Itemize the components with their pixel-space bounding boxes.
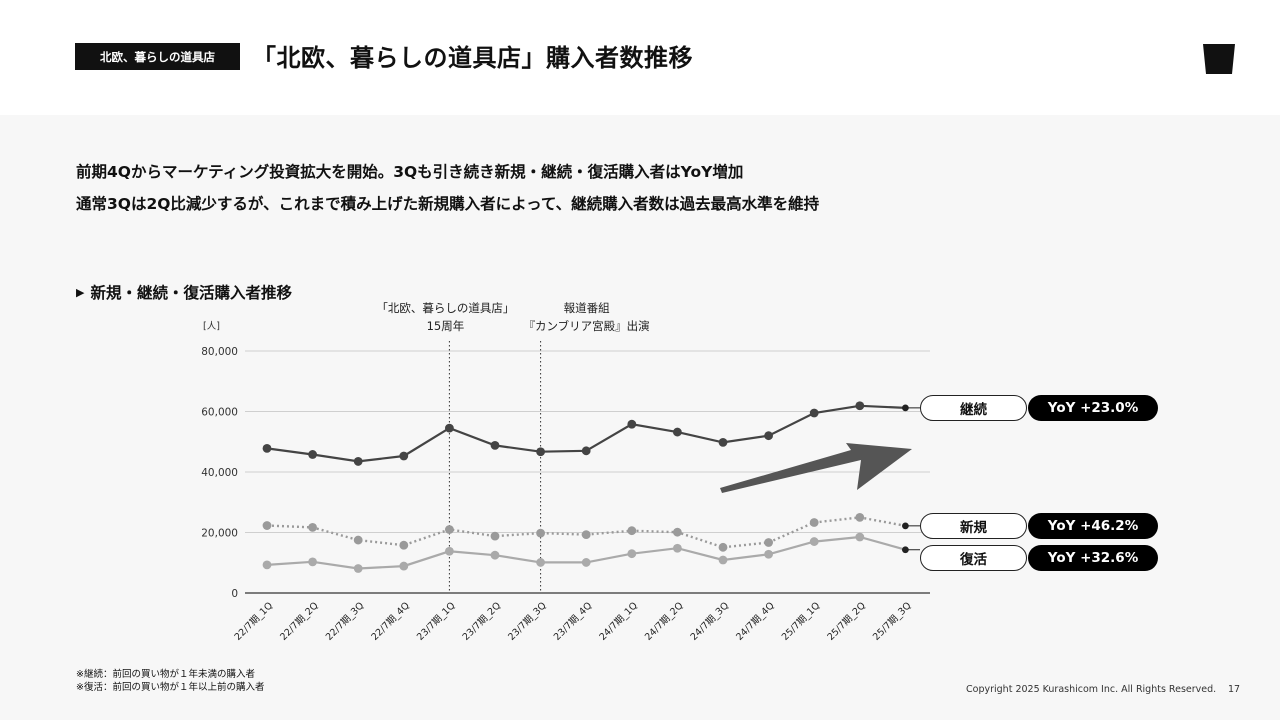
data-point <box>809 518 819 527</box>
data-point <box>809 537 819 546</box>
label-fukkatsu: 復活 <box>920 545 1027 571</box>
data-point <box>718 555 728 565</box>
section-title-text: 新規・継続・復活購入者推移 <box>90 284 292 302</box>
summary-text: 前期4Qからマーケティング投資拡大を開始。3Qも引き続き新規・継続・復活購入者は… <box>76 156 819 220</box>
data-point <box>353 457 363 466</box>
x-tick-label: 24/7期_3Q <box>689 600 732 643</box>
x-tick-label: 25/7期_1Q <box>780 600 823 643</box>
data-point <box>627 549 637 559</box>
x-tick-label: 23/7期_2Q <box>461 600 504 643</box>
x-tick-label: 24/7期_4Q <box>734 600 777 643</box>
header-bar: 北欧、暮らしの道具店 「北欧、暮らしの道具店」購入者数推移 <box>0 0 1280 115</box>
data-point <box>399 561 409 571</box>
data-point <box>718 542 728 552</box>
annotation-text: 15周年 <box>427 319 465 333</box>
y-tick-label: 20,000 <box>201 528 238 540</box>
data-point <box>445 546 454 556</box>
x-tick-label: 25/7期_3Q <box>871 600 914 643</box>
data-point <box>262 521 272 530</box>
x-tick-label: 22/7期_2Q <box>278 600 321 643</box>
footnote-1: ※継続：前回の買い物が１年未満の購入者 <box>76 669 255 680</box>
annotation-text: 報道番組 <box>564 301 610 315</box>
x-tick-label: 22/7期_1Q <box>233 600 276 643</box>
y-tick-label: 40,000 <box>201 467 238 479</box>
data-point <box>399 540 409 550</box>
footnote-2: ※復活：前回の買い物が１年以上前の購入者 <box>76 682 265 693</box>
data-point <box>855 512 865 522</box>
annotation-text: 「北欧、暮らしの道具店」 <box>376 301 514 315</box>
summary-line-2: 通常3Qは2Q比減少するが、これまで積み上げた新規購入者によって、継続購入者数は… <box>76 195 820 213</box>
data-point <box>581 446 591 456</box>
data-point <box>855 401 865 411</box>
label-keizoku: 継続 <box>920 395 1027 421</box>
x-tick-label: 24/7期_1Q <box>597 600 640 643</box>
data-point <box>262 444 272 453</box>
brand-tag: 北欧、暮らしの道具店 <box>75 43 240 70</box>
data-point <box>627 526 637 536</box>
data-point <box>536 558 545 567</box>
logo-cup-icon <box>1203 44 1235 74</box>
yoy-keizoku: YoY +23.0% <box>1028 395 1158 421</box>
page-number: 17 <box>1228 684 1241 695</box>
data-point <box>627 419 637 429</box>
annotation-text: 『カンブリア宮殿』出演 <box>524 319 650 333</box>
page-title: 「北欧、暮らしの道具店」購入者数推移 <box>252 44 693 72</box>
yoy-shinki: YoY +46.2% <box>1028 513 1158 539</box>
y-tick-label: 0 <box>231 588 238 600</box>
yoy-fukkatsu: YoY +32.6% <box>1028 545 1158 571</box>
data-point <box>445 525 454 534</box>
data-point <box>353 564 363 573</box>
x-tick-label: 25/7期_2Q <box>825 600 868 643</box>
data-point <box>855 532 865 542</box>
data-point <box>764 538 773 547</box>
data-point <box>718 437 728 447</box>
triangle-bullet-icon: ▶ <box>76 286 85 299</box>
trend-arrow-icon <box>720 443 912 493</box>
footnotes: ※継続：前回の買い物が１年未満の購入者 ※復活：前回の買い物が１年以上前の購入者 <box>76 668 264 694</box>
data-point <box>445 423 454 433</box>
data-point <box>581 558 591 567</box>
data-point <box>399 451 409 461</box>
label-shinki: 新規 <box>920 513 1027 539</box>
data-point <box>536 447 545 457</box>
x-tick-label: 23/7期_1Q <box>415 600 458 643</box>
data-point <box>490 531 500 541</box>
y-unit-label: [人] <box>203 321 220 332</box>
data-point <box>308 522 317 532</box>
data-point <box>764 431 773 441</box>
data-point <box>353 535 363 545</box>
x-tick-label: 22/7期_3Q <box>324 600 367 643</box>
data-point <box>764 549 773 559</box>
x-tick-label: 24/7期_2Q <box>643 600 686 643</box>
data-point <box>536 528 545 538</box>
data-point <box>308 557 317 567</box>
section-title: ▶ 新規・継続・復活購入者推移 <box>76 281 292 303</box>
data-point <box>673 527 682 537</box>
data-point <box>490 440 500 450</box>
data-point <box>673 427 682 437</box>
y-tick-label: 80,000 <box>201 346 238 358</box>
y-tick-label: 60,000 <box>201 407 238 419</box>
data-point <box>308 450 317 459</box>
x-tick-label: 23/7期_4Q <box>552 600 595 643</box>
data-point <box>581 530 591 540</box>
summary-line-1: 前期4Qからマーケティング投資拡大を開始。3Qも引き続き新規・継続・復活購入者は… <box>76 163 744 181</box>
x-tick-label: 22/7期_4Q <box>369 600 412 643</box>
data-point <box>673 543 682 553</box>
data-point <box>262 560 272 570</box>
data-point <box>490 550 500 560</box>
copyright: Copyright 2025 Kurashicom Inc. All Right… <box>966 684 1217 695</box>
data-point <box>809 408 819 418</box>
x-tick-label: 23/7期_3Q <box>506 600 549 643</box>
